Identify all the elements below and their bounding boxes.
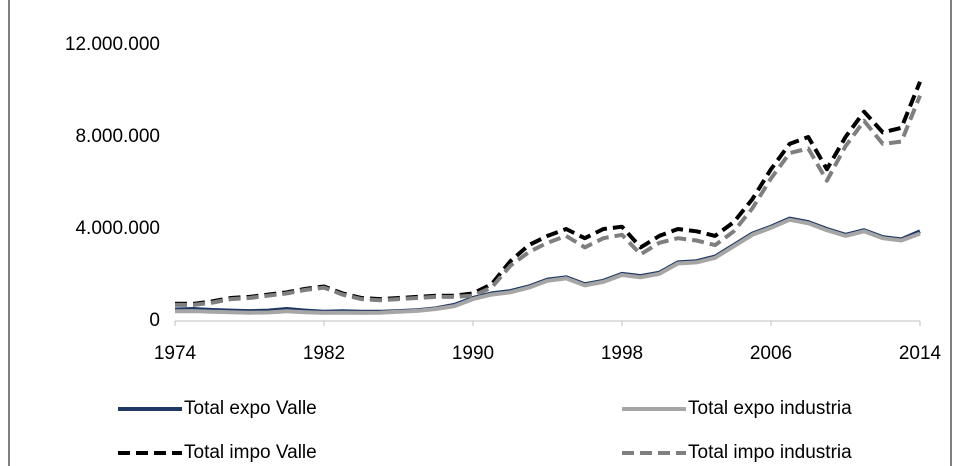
series-line [175, 94, 922, 307]
legend-label: Total expo industria [688, 398, 852, 419]
y-tick-label: 8.000.000 [75, 126, 160, 147]
x-tick-label: 2006 [750, 343, 792, 364]
series-line [174, 217, 921, 315]
y-tick-label: 12.000.000 [65, 34, 160, 55]
legend-label: Total expo Valle [184, 398, 317, 419]
x-tick-label: 1998 [601, 343, 643, 364]
x-tick-label: 1974 [154, 343, 197, 364]
series-line [174, 216, 921, 314]
y-tick-label: 0 [149, 310, 160, 331]
legend-label: Total impo Valle [184, 442, 317, 463]
legend-label: Total impo industria [688, 442, 852, 463]
series-line [175, 81, 922, 306]
chart-border [8, 0, 952, 466]
y-tick-label: 4.000.000 [75, 218, 160, 239]
x-tick-label: 1982 [303, 343, 345, 364]
x-tick-label: 2014 [899, 343, 942, 364]
x-tick-label: 1990 [452, 343, 494, 364]
